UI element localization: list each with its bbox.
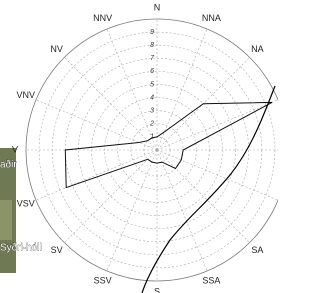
r-tick-label: 6 [150,68,154,75]
direction-label: VNV [17,90,36,100]
direction-label: NNA [202,13,221,23]
spoke [36,150,157,200]
r-tick-label: 2 [149,121,154,128]
r-tick-label: 7 [150,55,155,62]
direction-label: NV [50,44,63,54]
direction-label: NNV [93,13,112,23]
direction-label: SSV [94,276,112,286]
r-tick-label: 9 [150,29,154,36]
map-label: aðir [0,159,17,171]
direction-label: S [154,286,160,293]
direction-label: V [12,144,18,154]
spoke [157,150,250,243]
direction-label: SA [251,245,263,255]
r-tick-label: 8 [150,42,154,49]
direction-label: SV [51,245,63,255]
direction-label: NA [251,44,264,54]
r-tick-label: 5 [150,81,154,88]
r-tick-label: 3 [150,108,154,115]
direction-label: VSV [17,199,35,209]
spoke [64,150,157,243]
direction-label: N [154,2,161,12]
map-label: Syðri-hóll [0,242,42,254]
road-line [142,86,275,293]
map-background [0,200,12,240]
direction-label: SSA [202,276,220,286]
r-tick-label: 4 [150,94,154,101]
